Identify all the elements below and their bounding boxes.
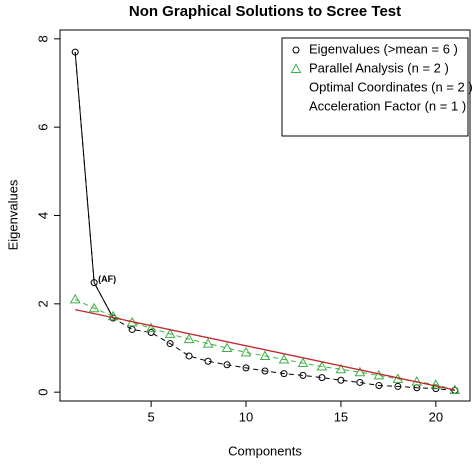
- point: [166, 340, 174, 348]
- x-tick-label: 20: [429, 409, 443, 424]
- annotation: (AF): [98, 274, 116, 284]
- point: [145, 322, 157, 333]
- point: [335, 363, 347, 374]
- point: [318, 374, 326, 382]
- point: [278, 353, 290, 364]
- point: [259, 350, 271, 360]
- y-tick-label: 8: [35, 35, 50, 42]
- point: [354, 366, 366, 377]
- point: [183, 333, 195, 344]
- point: [185, 352, 193, 360]
- point: [261, 367, 269, 375]
- point: [430, 379, 442, 389]
- point: [90, 279, 98, 287]
- y-tick-label: 0: [35, 389, 50, 396]
- point: [223, 361, 231, 369]
- point: [299, 371, 307, 379]
- y-tick-label: 2: [35, 300, 50, 307]
- x-axis-label: Components: [228, 443, 302, 458]
- point: [337, 376, 345, 384]
- point: [356, 378, 364, 386]
- point: [221, 342, 233, 352]
- y-axis-label: Eigenvalues: [5, 179, 20, 250]
- point: [71, 48, 79, 56]
- point: [394, 382, 402, 390]
- legend-symbol: [292, 46, 300, 54]
- point: [297, 357, 309, 368]
- y-tick-label: 6: [35, 124, 50, 131]
- legend-label: Parallel Analysis (n = 2 ): [309, 60, 449, 75]
- x-tick-label: 10: [239, 409, 253, 424]
- point: [280, 370, 288, 378]
- point: [164, 328, 176, 338]
- series-line: [75, 308, 455, 391]
- legend-box: [281, 37, 469, 137]
- x-tick-label: 5: [147, 409, 154, 424]
- point: [242, 364, 250, 372]
- point: [316, 361, 328, 371]
- acceleration-factor-line: [74, 52, 114, 319]
- point: [69, 293, 81, 304]
- point: [147, 329, 155, 337]
- legend-label: Eigenvalues (>mean = 6 ): [309, 41, 458, 56]
- point: [107, 310, 119, 321]
- point: [128, 325, 136, 333]
- legend-label: Optimal Coordinates (n = 2 ): [309, 79, 473, 94]
- y-tick-label: 4: [35, 212, 50, 219]
- point: [202, 338, 214, 348]
- legend-label: Acceleration Factor (n = 1 ): [309, 98, 466, 113]
- series-line: [74, 52, 455, 391]
- point: [240, 346, 252, 357]
- x-tick-label: 15: [334, 409, 348, 424]
- point: [88, 302, 100, 313]
- chart-title: Non Graphical Solutions to Scree Test: [129, 3, 401, 20]
- legend-symbol: [290, 63, 302, 73]
- series-line: [74, 298, 455, 391]
- point: [204, 357, 212, 365]
- point: [375, 382, 383, 390]
